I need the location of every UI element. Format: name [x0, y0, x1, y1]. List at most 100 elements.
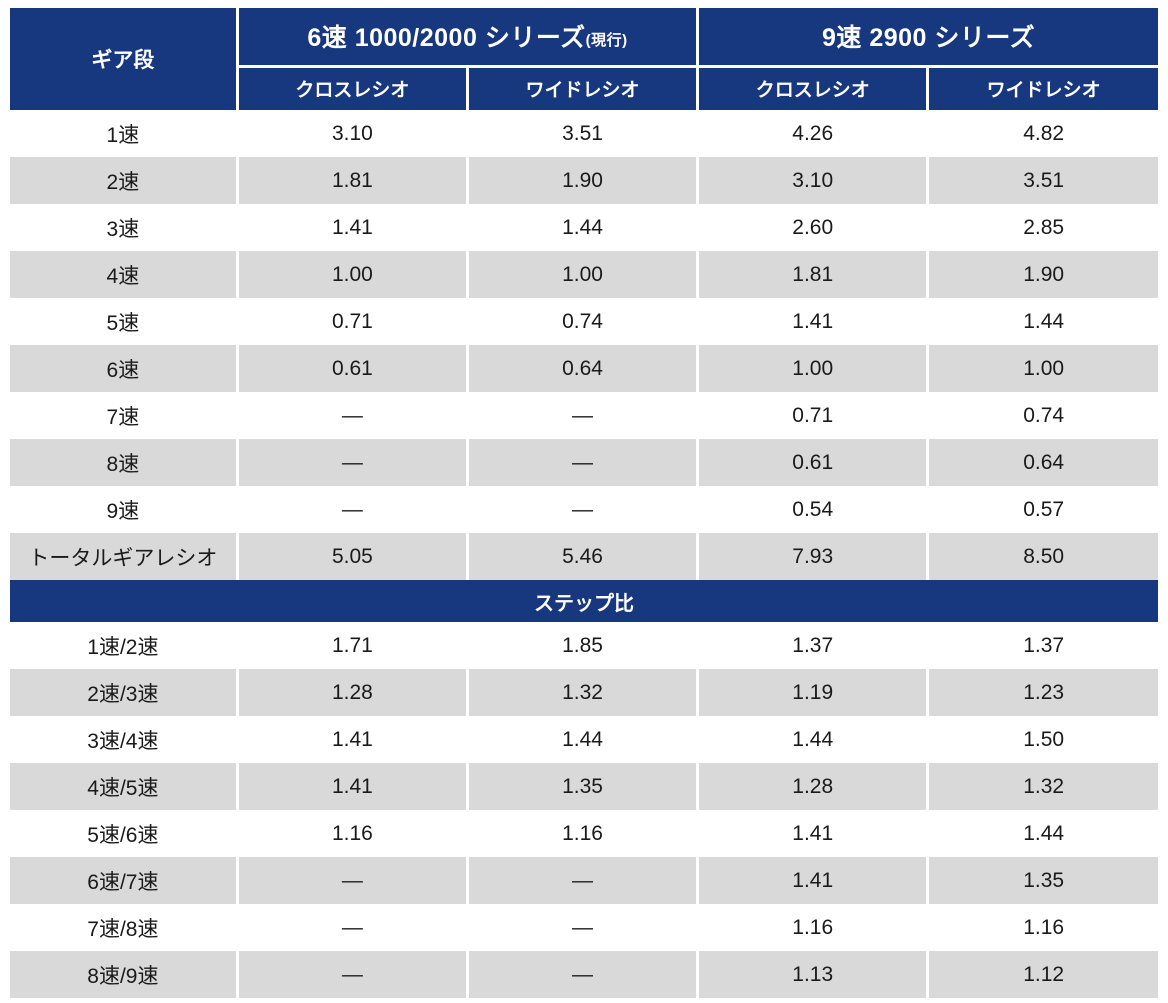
row-label: 3速/4速	[10, 716, 238, 763]
group-header-9speed: 9速 2900 シリーズ	[696, 8, 1158, 68]
cell-value: 1.41	[696, 810, 928, 857]
subheader-cross-ratio-9speed: クロスレシオ	[696, 66, 928, 110]
section-header: ステップ比	[10, 580, 1158, 622]
comparison-table: ギア段 6速 1000/2000 シリーズ(現行) 9速 2900 シリーズ ク…	[10, 8, 1158, 998]
cell-value: 1.85	[465, 622, 698, 669]
cell-value: 1.90	[465, 157, 698, 204]
cell-value: 0.64	[926, 439, 1158, 486]
group-label-6speed: 6速 1000/2000 シリーズ	[307, 24, 586, 53]
cell-value: —	[465, 951, 698, 998]
table-row: 2速/3速 1.28 1.32 1.19 1.23	[10, 669, 1158, 716]
table-row: ステップ比	[10, 580, 1158, 622]
cell-value: 1.44	[926, 298, 1158, 345]
cell-value: 1.16	[696, 904, 928, 951]
cell-value: 1.41	[696, 298, 928, 345]
cell-value: 3.10	[696, 157, 928, 204]
cell-value: 2.85	[926, 204, 1158, 251]
cell-value: 0.54	[696, 486, 928, 533]
cell-value: —	[465, 392, 698, 439]
section-band: ステップ比	[10, 580, 1158, 622]
cell-value: 1.41	[696, 857, 928, 904]
cell-value: 0.74	[926, 392, 1158, 439]
cell-value: 1.90	[926, 251, 1158, 298]
cell-value: —	[235, 857, 468, 904]
cell-value: —	[235, 392, 468, 439]
cell-value: 1.00	[235, 251, 468, 298]
cell-value: 3.10	[235, 110, 468, 157]
cell-value: 4.82	[926, 110, 1158, 157]
row-label: 6速/7速	[10, 857, 238, 904]
row-label: 3速	[10, 204, 238, 251]
group-label-suffix: (現行)	[585, 32, 628, 50]
cell-value: 1.00	[926, 345, 1158, 392]
table-row: 6速 0.61 0.64 1.00 1.00	[10, 345, 1158, 392]
cell-value: 1.12	[926, 951, 1158, 998]
cell-value: 1.44	[465, 716, 698, 763]
cell-value: 8.50	[926, 533, 1158, 580]
cell-value: 1.35	[926, 857, 1158, 904]
table-row: 7速/8速 — — 1.16 1.16	[10, 904, 1158, 951]
row-label: 9速	[10, 486, 238, 533]
cell-value: 1.44	[926, 810, 1158, 857]
table-row: 3速 1.41 1.44 2.60 2.85	[10, 204, 1158, 251]
cell-value: 0.74	[465, 298, 698, 345]
cell-value: 0.64	[465, 345, 698, 392]
table-row: 8速/9速 — — 1.13 1.12	[10, 951, 1158, 998]
row-label: 8速/9速	[10, 951, 238, 998]
table-row: 6速/7速 — — 1.41 1.35	[10, 857, 1158, 904]
table-row: 2速 1.81 1.90 3.10 3.51	[10, 157, 1158, 204]
cell-value: —	[235, 439, 468, 486]
cell-value: 1.32	[465, 669, 698, 716]
cell-value: 1.35	[465, 763, 698, 810]
row-label: 6速	[10, 345, 238, 392]
row-label: 7速	[10, 392, 238, 439]
row-label: 8速	[10, 439, 238, 486]
table-row: 9速 — — 0.54 0.57	[10, 486, 1158, 533]
cell-value: 1.41	[235, 763, 468, 810]
cell-value: 0.61	[235, 345, 468, 392]
row-label: 1速/2速	[10, 622, 238, 669]
cell-value: 0.57	[926, 486, 1158, 533]
cell-value: 1.28	[696, 763, 928, 810]
group-label-9speed: 9速 2900 シリーズ	[821, 24, 1036, 53]
cell-value: —	[235, 951, 468, 998]
cell-value: 1.81	[235, 157, 468, 204]
table-row: 4速 1.00 1.00 1.81 1.90	[10, 251, 1158, 298]
table-row: トータルギアレシオ 5.05 5.46 7.93 8.50	[10, 533, 1158, 580]
group-header-6speed: 6速 1000/2000 シリーズ(現行)	[235, 8, 698, 68]
cell-value: 1.19	[696, 669, 928, 716]
row-label: 4速/5速	[10, 763, 238, 810]
cell-value: 0.61	[696, 439, 928, 486]
cell-value: —	[465, 439, 698, 486]
subheader-cross-ratio-6speed: クロスレシオ	[235, 66, 468, 110]
cell-value: 1.71	[235, 622, 468, 669]
table-row: 4速/5速 1.41 1.35 1.28 1.32	[10, 763, 1158, 810]
cell-value: 1.00	[696, 345, 928, 392]
table-row: 3速/4速 1.41 1.44 1.44 1.50	[10, 716, 1158, 763]
row-label: 5速/6速	[10, 810, 238, 857]
row-label: トータルギアレシオ	[10, 533, 238, 580]
table-row: 1速 3.10 3.51 4.26 4.82	[10, 110, 1158, 157]
corner-header: ギア段	[10, 8, 238, 110]
cell-value: —	[465, 904, 698, 951]
cell-value: —	[465, 857, 698, 904]
cell-value: 0.71	[696, 392, 928, 439]
table-header: ギア段 6速 1000/2000 シリーズ(現行) 9速 2900 シリーズ ク…	[10, 8, 1158, 110]
cell-value: 1.41	[235, 716, 468, 763]
table-row: 7速 — — 0.71 0.74	[10, 392, 1158, 439]
row-label: 7速/8速	[10, 904, 238, 951]
cell-value: 1.23	[926, 669, 1158, 716]
cell-value: 1.16	[235, 810, 468, 857]
cell-value: 1.44	[465, 204, 698, 251]
cell-value: 3.51	[926, 157, 1158, 204]
cell-value: 4.26	[696, 110, 928, 157]
cell-value: —	[465, 486, 698, 533]
cell-value: 2.60	[696, 204, 928, 251]
cell-value: 1.37	[926, 622, 1158, 669]
row-label: 5速	[10, 298, 238, 345]
table-row: 1速/2速 1.71 1.85 1.37 1.37	[10, 622, 1158, 669]
cell-value: 1.41	[235, 204, 468, 251]
cell-value: 1.16	[465, 810, 698, 857]
cell-value: —	[235, 486, 468, 533]
